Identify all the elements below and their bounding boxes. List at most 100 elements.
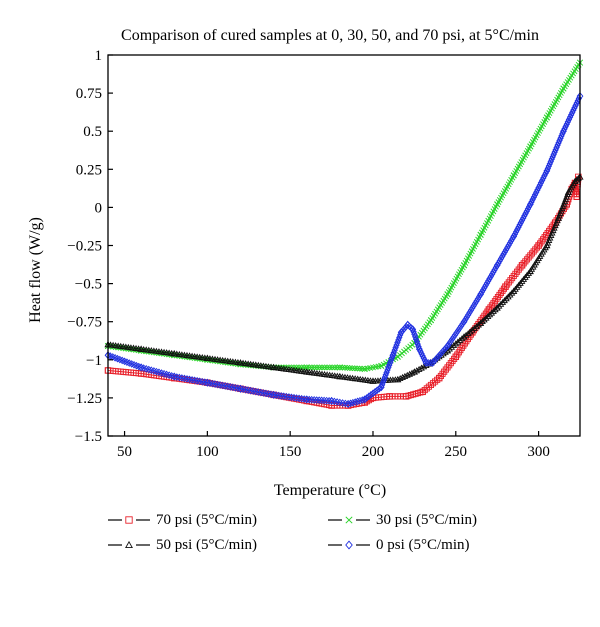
series-marker — [501, 248, 509, 256]
y-tick-label: −0.25 — [67, 239, 102, 255]
series-marker — [347, 399, 354, 408]
series-marker — [418, 364, 425, 371]
series-marker — [293, 394, 300, 402]
series-marker — [482, 281, 489, 290]
chart-title: Comparison of cured samples at 0, 30, 50… — [121, 27, 539, 44]
series-marker — [491, 265, 498, 274]
series-marker — [447, 360, 454, 367]
data-point — [303, 364, 310, 371]
series-marker — [557, 134, 564, 143]
series-marker — [346, 365, 353, 371]
series-marker — [491, 306, 499, 313]
data-point — [460, 317, 468, 326]
series-marker — [278, 392, 285, 400]
series-marker — [318, 396, 325, 405]
series-marker — [571, 104, 578, 112]
data-point — [444, 342, 451, 351]
series-marker — [466, 328, 474, 335]
series-marker — [432, 378, 439, 385]
data-point — [429, 358, 436, 367]
series-marker — [442, 366, 449, 373]
series-marker — [538, 176, 546, 185]
series-marker — [550, 150, 557, 159]
series-marker — [484, 312, 492, 319]
series-marker — [376, 384, 383, 393]
series-triangle-2 — [104, 173, 584, 384]
data-point — [543, 114, 551, 121]
data-point — [137, 345, 145, 352]
series-marker — [518, 216, 526, 225]
data-point — [502, 283, 509, 290]
data-point — [526, 200, 534, 209]
series-marker — [473, 297, 480, 305]
data-point — [493, 304, 501, 311]
series-marker — [420, 363, 428, 370]
data-point — [460, 262, 468, 269]
series-marker — [341, 364, 348, 371]
legend-item: 70 psi (5°C/min) — [108, 510, 257, 530]
series-marker — [547, 157, 554, 166]
data-point — [560, 85, 567, 92]
data-point — [236, 359, 245, 366]
series-marker — [504, 281, 511, 288]
data-point — [535, 242, 542, 249]
data-point — [422, 358, 430, 367]
series-marker — [502, 245, 510, 254]
series-marker — [480, 316, 488, 323]
series-marker — [549, 153, 556, 161]
data-point — [560, 127, 567, 136]
data-point — [369, 377, 377, 384]
series-marker — [509, 234, 516, 243]
series-marker — [448, 335, 456, 344]
series-marker — [325, 396, 333, 405]
data-point — [494, 201, 501, 208]
series-marker — [536, 181, 543, 190]
series-marker — [419, 352, 426, 360]
series-marker — [432, 355, 440, 363]
series-marker — [487, 272, 495, 281]
series-marker — [546, 160, 553, 168]
series-line — [107, 176, 579, 407]
series-marker — [522, 209, 529, 218]
series-marker — [514, 268, 521, 275]
series-marker — [572, 101, 579, 110]
series-marker — [401, 324, 408, 333]
series-marker — [456, 324, 463, 333]
series-marker — [421, 356, 429, 365]
x-tick-label: 200 — [362, 444, 385, 460]
series-marker — [554, 141, 561, 150]
series-marker — [421, 387, 428, 394]
series-marker — [522, 258, 529, 265]
series-marker — [429, 380, 437, 387]
series-marker — [475, 321, 482, 328]
y-tick-label: −1 — [86, 353, 102, 369]
data-point — [270, 363, 278, 371]
series-marker — [508, 236, 515, 245]
series-marker — [440, 350, 447, 357]
data-point — [328, 402, 335, 409]
data-point — [237, 384, 244, 393]
series-marker — [354, 397, 361, 406]
series-marker — [437, 349, 445, 358]
legend-swatch — [108, 540, 150, 549]
series-marker — [272, 391, 280, 400]
series-marker — [415, 365, 423, 372]
series-marker — [319, 364, 325, 371]
data-point — [419, 388, 426, 396]
series-marker — [359, 365, 366, 372]
series-x-1 — [104, 59, 584, 373]
series-marker — [532, 246, 539, 253]
series-marker — [520, 214, 527, 222]
series-marker — [321, 364, 328, 371]
series-marker — [525, 202, 533, 211]
series-marker — [515, 223, 522, 232]
series-marker — [457, 322, 465, 330]
data-point — [137, 363, 145, 372]
y-tick-label: 0.75 — [76, 86, 102, 102]
series-marker — [326, 364, 333, 371]
series-marker — [452, 340, 460, 347]
series-marker — [488, 309, 496, 316]
series-marker — [552, 146, 559, 154]
data-point — [394, 375, 402, 383]
series-marker — [514, 225, 521, 234]
